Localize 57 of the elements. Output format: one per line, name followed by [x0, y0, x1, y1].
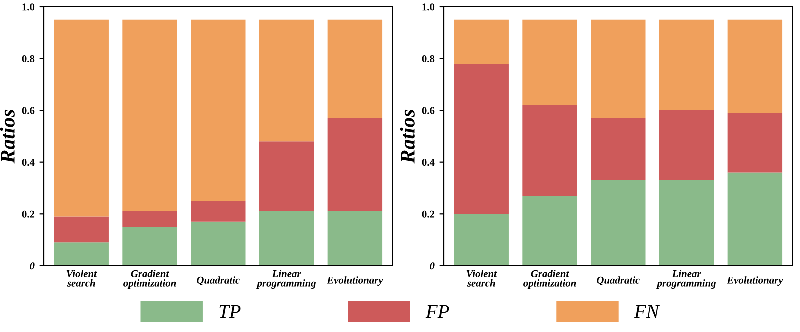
- bar: [259, 20, 314, 142]
- x-tick-label: Quadratic: [597, 276, 640, 286]
- bar: [728, 113, 783, 173]
- x-tick-label: Violent search: [466, 270, 498, 287]
- y-tick-label: 1.0: [422, 4, 435, 11]
- legend-label: FP: [426, 305, 450, 318]
- bar: [728, 20, 783, 114]
- bar: [659, 20, 714, 111]
- y-tick-label: 0.6: [422, 107, 435, 114]
- x-tick-label: Evolutionary: [327, 276, 384, 286]
- bar: [328, 118, 383, 212]
- bar: [122, 212, 178, 228]
- bar: [454, 20, 509, 64]
- bar: [591, 20, 646, 118]
- bar: [659, 110, 714, 180]
- bar: [454, 214, 509, 266]
- y-tick-label: 0.8: [422, 55, 435, 63]
- x-tick-label: Evolutionary: [727, 276, 784, 286]
- x-tick-label: Gradient optimization: [124, 270, 176, 289]
- bar: [522, 196, 578, 266]
- bar: [328, 20, 383, 118]
- y-tick-label: 0.6: [22, 107, 35, 114]
- y-axis-title: Ratios: [400, 110, 415, 164]
- bar: [522, 105, 578, 196]
- bar: [122, 20, 178, 212]
- bar: [191, 201, 246, 222]
- x-tick-label: Linear programming: [256, 270, 316, 289]
- bar: [659, 180, 714, 266]
- y-tick-label: 0.4: [422, 159, 435, 166]
- y-tick-label: 0.4: [22, 159, 35, 166]
- bar: [454, 64, 509, 214]
- y-tick-label: 0: [30, 262, 35, 270]
- bar: [522, 20, 578, 106]
- legend-label: FN: [634, 305, 660, 318]
- bar: [259, 142, 314, 212]
- bar: [728, 172, 783, 266]
- bar: [54, 242, 109, 266]
- x-tick-label: Violent search: [66, 270, 98, 287]
- y-tick-label: 0.2: [422, 210, 435, 218]
- bar: [328, 212, 383, 266]
- bar: [591, 180, 646, 266]
- legend-label: TP: [220, 305, 241, 318]
- y-tick-label: 0.2: [22, 210, 35, 218]
- bar: [54, 20, 109, 217]
- bar: [122, 227, 178, 266]
- y-axis-title: Ratios: [0, 110, 15, 164]
- bar: [191, 222, 246, 266]
- bar: [191, 20, 246, 202]
- x-tick-label: Quadratic: [197, 276, 240, 286]
- y-tick-label: 1.0: [22, 4, 35, 11]
- y-tick-label: 0.8: [22, 55, 35, 63]
- bar: [54, 216, 109, 243]
- bar: [591, 118, 646, 180]
- y-tick-label: 0: [430, 262, 435, 270]
- bar: [259, 212, 314, 266]
- x-tick-label: Gradient optimization: [524, 270, 576, 289]
- x-tick-label: Linear programming: [656, 270, 716, 289]
